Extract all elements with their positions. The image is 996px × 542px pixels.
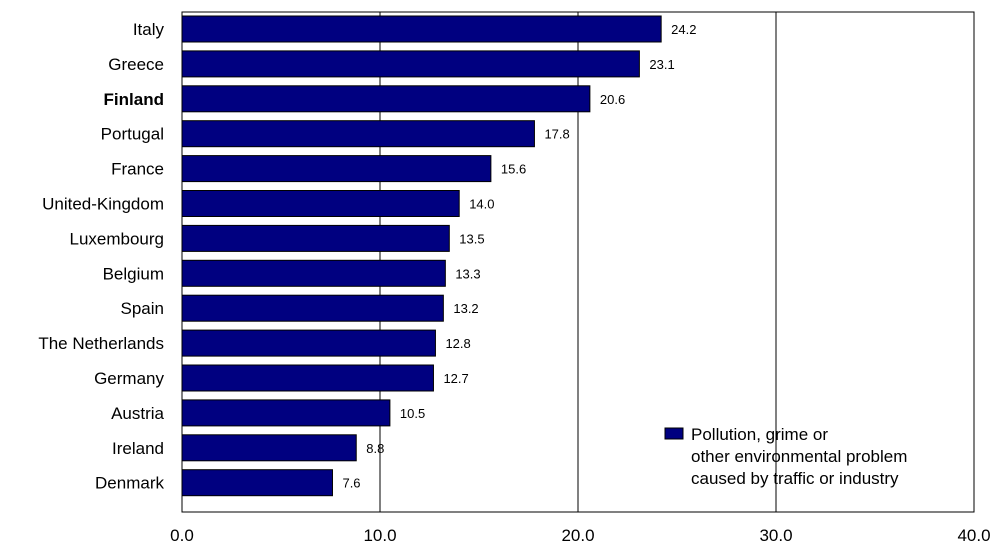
value-label: 20.6 (600, 92, 625, 107)
legend-line-1: Pollution, grime or (691, 425, 828, 444)
category-label: Germany (94, 369, 164, 388)
legend-swatch (664, 427, 684, 440)
x-axis-ticks: 0.0 10.0 20.0 30.0 40.0 (170, 526, 990, 542)
value-label: 13.3 (455, 266, 480, 281)
value-label: 17.8 (544, 127, 569, 142)
x-tick-label: 0.0 (170, 526, 194, 542)
legend-line-2: other environmental problem (691, 447, 907, 466)
value-label: 24.2 (671, 22, 696, 37)
value-label: 12.8 (445, 336, 470, 351)
x-tick-label: 20.0 (561, 526, 594, 542)
bar (181, 50, 640, 78)
x-tick-label: 30.0 (759, 526, 792, 542)
value-label: 13.5 (459, 231, 484, 246)
category-label: Luxembourg (69, 229, 164, 248)
x-tick-label: 40.0 (957, 526, 990, 542)
value-label: 10.5 (400, 406, 425, 421)
category-label: Italy (133, 20, 165, 39)
category-label: France (111, 160, 164, 179)
category-label: Spain (121, 299, 164, 318)
bar (181, 294, 444, 322)
bar (181, 190, 460, 217)
legend-line-3: caused by traffic or industry (691, 469, 899, 488)
value-label: 23.1 (649, 57, 674, 72)
bars (181, 15, 662, 497)
bar (181, 224, 450, 252)
bar (181, 155, 492, 183)
value-labels: 24.2 23.1 20.6 17.8 15.6 14.0 13.5 13.3 13.2 12.8… (342, 22, 696, 491)
value-label: 15.6 (501, 162, 526, 177)
x-tick-label: 10.0 (363, 526, 396, 542)
bar (181, 259, 446, 287)
bar (181, 364, 434, 392)
value-label: 7.6 (342, 476, 360, 491)
bar (181, 399, 391, 427)
value-label: 8.8 (366, 441, 384, 456)
category-label: Denmark (95, 474, 164, 493)
bar (181, 85, 591, 113)
legend-label: Pollution, grime or other environmental … (691, 425, 912, 488)
bar (181, 434, 357, 462)
bar (181, 15, 662, 43)
legend: Pollution, grime or other environmental … (664, 425, 912, 488)
value-label: 14.0 (469, 197, 494, 212)
category-label: Ireland (112, 439, 164, 458)
category-labels: Italy Greece Finland Portugal France United-K… (38, 20, 164, 493)
category-label: United-Kingdom (42, 195, 164, 214)
bar (181, 469, 333, 497)
category-label: Belgium (103, 264, 164, 283)
category-label: Finland (104, 90, 164, 109)
value-label: 13.2 (453, 301, 478, 316)
category-label: Portugal (101, 125, 164, 144)
category-label: Austria (111, 404, 164, 423)
value-label: 12.7 (443, 371, 468, 386)
category-label: Greece (108, 55, 164, 74)
category-label: The Netherlands (38, 334, 164, 353)
bar (181, 120, 535, 148)
bar (181, 329, 436, 357)
